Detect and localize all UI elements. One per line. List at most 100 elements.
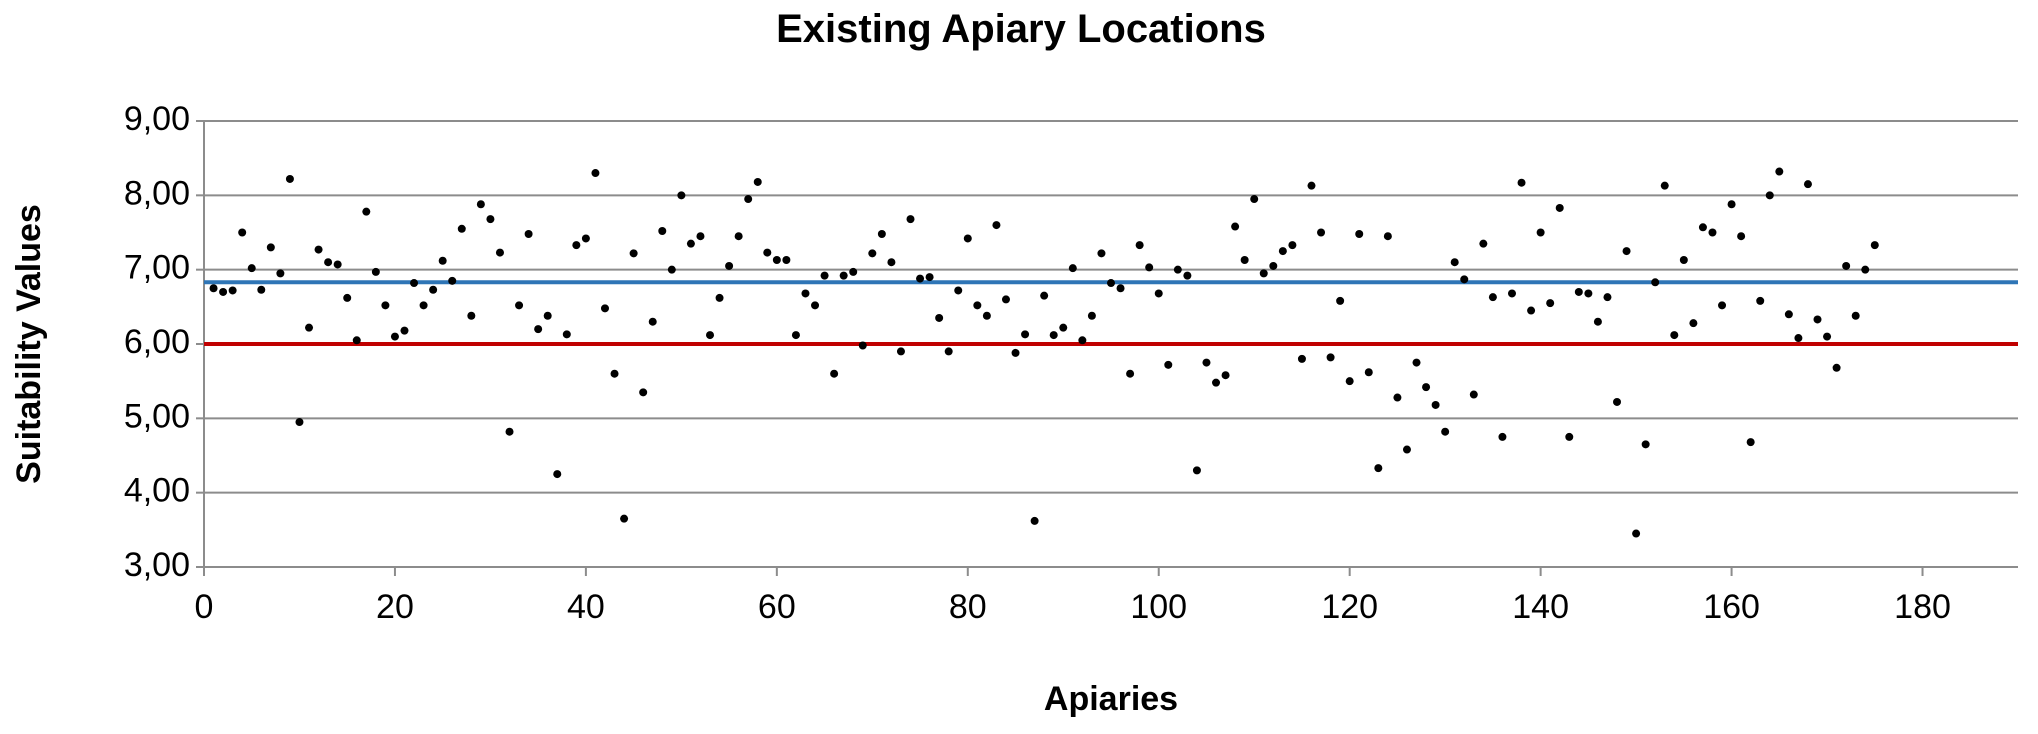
y-tick-label: 4,00 [124, 472, 190, 510]
data-point [381, 301, 390, 310]
data-point [744, 195, 753, 204]
data-point [868, 249, 877, 258]
data-point [486, 215, 495, 224]
data-point [648, 317, 657, 326]
data-point [1851, 311, 1860, 320]
data-point [1202, 358, 1211, 367]
data-point [772, 256, 781, 265]
data-point [419, 301, 428, 310]
data-point [1622, 247, 1631, 256]
data-point [314, 245, 323, 254]
data-point [1870, 241, 1879, 250]
data-point [1116, 284, 1125, 293]
data-point [992, 221, 1001, 230]
data-point [715, 293, 724, 302]
data-point [1823, 332, 1832, 341]
data-point [1536, 228, 1545, 237]
x-tick-label: 40 [567, 588, 605, 626]
data-point [1479, 239, 1488, 248]
data-point [801, 289, 810, 298]
data-point [706, 331, 715, 340]
data-point [1173, 265, 1182, 274]
data-point [238, 228, 247, 237]
data-point [581, 234, 590, 243]
data-point [543, 311, 552, 320]
data-point [1393, 393, 1402, 402]
data-point [1297, 354, 1306, 363]
data-point [830, 369, 839, 378]
data-point [1794, 334, 1803, 343]
data-point [1584, 289, 1593, 298]
data-point [572, 241, 581, 250]
data-point [285, 174, 294, 183]
data-point [600, 304, 609, 313]
data-point [1030, 516, 1039, 525]
data-point [763, 248, 772, 257]
data-point [973, 301, 982, 310]
data-point [1068, 264, 1077, 273]
data-point [362, 207, 371, 216]
data-point [1049, 331, 1058, 340]
data-point [390, 332, 399, 341]
data-point [438, 256, 447, 265]
data-point [1126, 369, 1135, 378]
x-axis-title: Apiaries [1044, 680, 1178, 718]
y-tick-label: 9,00 [124, 100, 190, 138]
data-point [1670, 331, 1679, 340]
data-point [1192, 466, 1201, 475]
data-point [1460, 275, 1469, 284]
data-point [686, 239, 695, 248]
data-point [1756, 296, 1765, 305]
data-point [811, 301, 820, 310]
data-point [1450, 258, 1459, 267]
data-point [228, 286, 237, 295]
data-point [1431, 400, 1440, 409]
data-point [725, 261, 734, 270]
data-point [410, 279, 419, 288]
data-point [877, 229, 886, 238]
data-point [610, 369, 619, 378]
data-point [1737, 232, 1746, 241]
data-point [658, 227, 667, 236]
data-point [1097, 249, 1106, 258]
data-point [1355, 229, 1364, 238]
data-point [1107, 279, 1115, 288]
data-point [1708, 228, 1717, 237]
data-point [916, 274, 925, 283]
data-point [1498, 432, 1507, 441]
data-point [209, 284, 218, 293]
data-point [1307, 181, 1316, 190]
data-point [1250, 195, 1259, 204]
data-point [1613, 397, 1622, 406]
data-point [734, 232, 743, 241]
data-point [1164, 360, 1173, 369]
data-point [333, 260, 342, 269]
data-point [896, 347, 905, 356]
data-point [1001, 295, 1010, 304]
data-point [1231, 222, 1240, 231]
data-point [1278, 247, 1287, 256]
data-point [266, 243, 275, 252]
data-point [791, 331, 800, 340]
data-point [1345, 377, 1354, 386]
data-point [562, 330, 571, 339]
data-point [1317, 228, 1326, 237]
data-point [982, 311, 991, 320]
data-point [1546, 299, 1555, 308]
data-point [1527, 306, 1536, 315]
data-point [1078, 336, 1087, 345]
y-tick-label: 3,00 [124, 546, 190, 584]
y-tick-label: 8,00 [124, 174, 190, 212]
x-tick-label: 0 [195, 588, 214, 626]
data-point [553, 470, 562, 479]
data-point [753, 177, 762, 186]
x-tick-label: 100 [1130, 588, 1187, 626]
data-point [1660, 181, 1669, 190]
data-point [343, 293, 352, 302]
data-point [295, 418, 304, 427]
data-point [1593, 317, 1602, 326]
data-point [954, 286, 963, 295]
data-point [371, 267, 380, 276]
data-point [1183, 271, 1192, 280]
